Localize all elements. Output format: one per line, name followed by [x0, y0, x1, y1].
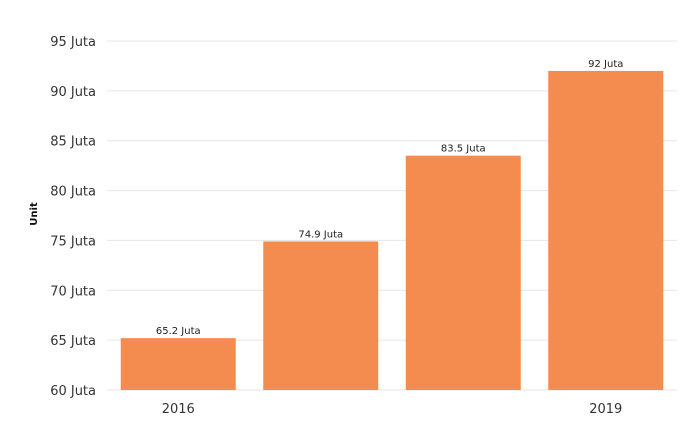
- y-tick-label: 65 Juta: [50, 334, 96, 349]
- x-axis-ticks: 2016 2019: [162, 402, 623, 417]
- data-label: 83.5 Juta: [441, 144, 486, 155]
- y-tick-label: 90 Juta: [50, 85, 96, 100]
- data-label: 74.9 Juta: [298, 229, 343, 240]
- data-label: 92 Juta: [588, 59, 623, 70]
- bars: [120, 70, 664, 391]
- data-labels: 65.2 Juta 74.9 Juta 83.5 Juta 92 Juta: [156, 59, 624, 337]
- y-axis-ticks: 60 Juta 65 Juta 70 Juta 75 Juta 80 Juta 85 Ju…: [50, 35, 96, 399]
- x-tick-label: 2016: [162, 402, 195, 417]
- y-tick-label: 60 Juta: [50, 384, 96, 399]
- y-tick-label: 85 Juta: [50, 135, 96, 150]
- bar: [263, 241, 379, 390]
- y-axis-label: Unit: [29, 202, 40, 226]
- bar: [548, 70, 664, 391]
- data-label: 65.2 Juta: [156, 326, 201, 337]
- y-tick-label: 70 Juta: [50, 284, 96, 299]
- x-tick-label: 2019: [589, 402, 622, 417]
- y-tick-label: 95 Juta: [50, 35, 96, 50]
- y-tick-label: 75 Juta: [50, 234, 96, 249]
- bar: [120, 338, 236, 390]
- y-tick-label: 80 Juta: [50, 185, 96, 200]
- bar: [405, 155, 521, 390]
